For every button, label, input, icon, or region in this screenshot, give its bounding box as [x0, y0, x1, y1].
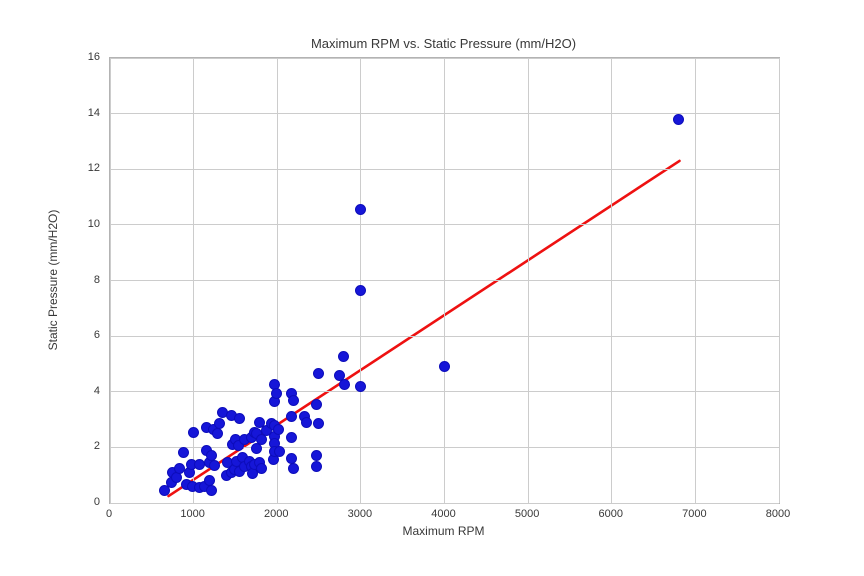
- x-tick-label: 1000: [180, 508, 205, 520]
- gridline-vertical: [778, 58, 780, 503]
- data-point: [250, 443, 262, 455]
- gridline-horizontal: [110, 502, 779, 504]
- y-tick-label: 14: [87, 106, 100, 119]
- y-tick-label: 6: [93, 329, 100, 342]
- data-point: [287, 462, 299, 474]
- data-point: [254, 416, 266, 428]
- data-point: [285, 432, 297, 444]
- gridline-horizontal: [110, 224, 779, 226]
- data-point: [255, 462, 267, 474]
- x-tick-label: 4000: [431, 508, 456, 520]
- data-point: [439, 361, 450, 373]
- gridline-horizontal: [110, 57, 779, 59]
- y-tick-label: 8: [93, 273, 100, 286]
- data-point: [312, 368, 324, 380]
- data-point: [285, 411, 297, 423]
- x-tick-label: 0: [105, 508, 113, 520]
- data-point: [354, 380, 366, 392]
- data-point: [311, 398, 323, 410]
- data-point: [287, 394, 299, 406]
- data-point: [158, 484, 170, 496]
- data-point: [234, 412, 246, 424]
- data-point: [354, 284, 366, 296]
- gridline-horizontal: [110, 168, 779, 170]
- y-tick-label: 0: [93, 496, 100, 508]
- data-point: [311, 450, 323, 462]
- y-tick-label: 10: [87, 217, 100, 230]
- gridline-horizontal: [110, 335, 779, 337]
- data-point: [170, 472, 182, 484]
- data-point: [312, 418, 324, 430]
- x-tick-label: 6000: [598, 508, 623, 520]
- x-tick-label: 8000: [765, 508, 791, 520]
- data-point: [311, 461, 323, 473]
- data-point: [233, 440, 245, 452]
- y-tick-label: 16: [87, 51, 100, 63]
- gridline-horizontal: [110, 391, 779, 393]
- y-axis-label: Static Pressure (mm/H2O): [46, 209, 60, 351]
- gridline-horizontal: [110, 446, 779, 448]
- y-tick-label: 12: [87, 162, 100, 175]
- data-point: [205, 484, 217, 496]
- data-point: [272, 423, 284, 435]
- data-point: [178, 447, 190, 459]
- data-point: [339, 379, 351, 391]
- y-tick-label: 4: [93, 384, 100, 397]
- x-axis-label: Maximum RPM: [402, 524, 485, 538]
- y-tick-label: 2: [93, 440, 100, 453]
- data-point: [673, 113, 685, 125]
- data-point: [354, 204, 366, 216]
- data-point: [270, 387, 282, 399]
- plot-area: [109, 57, 780, 504]
- data-point: [337, 351, 349, 363]
- x-tick-label: 7000: [682, 508, 707, 520]
- x-tick-label: 2000: [264, 508, 289, 520]
- data-point: [209, 459, 221, 471]
- data-point: [214, 418, 226, 430]
- gridline-horizontal: [110, 280, 779, 281]
- data-point: [301, 416, 313, 428]
- x-tick-label: 5000: [514, 508, 540, 520]
- data-point: [274, 446, 286, 458]
- chart-title: Maximum RPM vs. Static Pressure (mm/H2O): [310, 36, 577, 51]
- x-tick-label: 3000: [347, 508, 373, 520]
- data-point: [188, 426, 200, 438]
- gridline-horizontal: [110, 113, 779, 115]
